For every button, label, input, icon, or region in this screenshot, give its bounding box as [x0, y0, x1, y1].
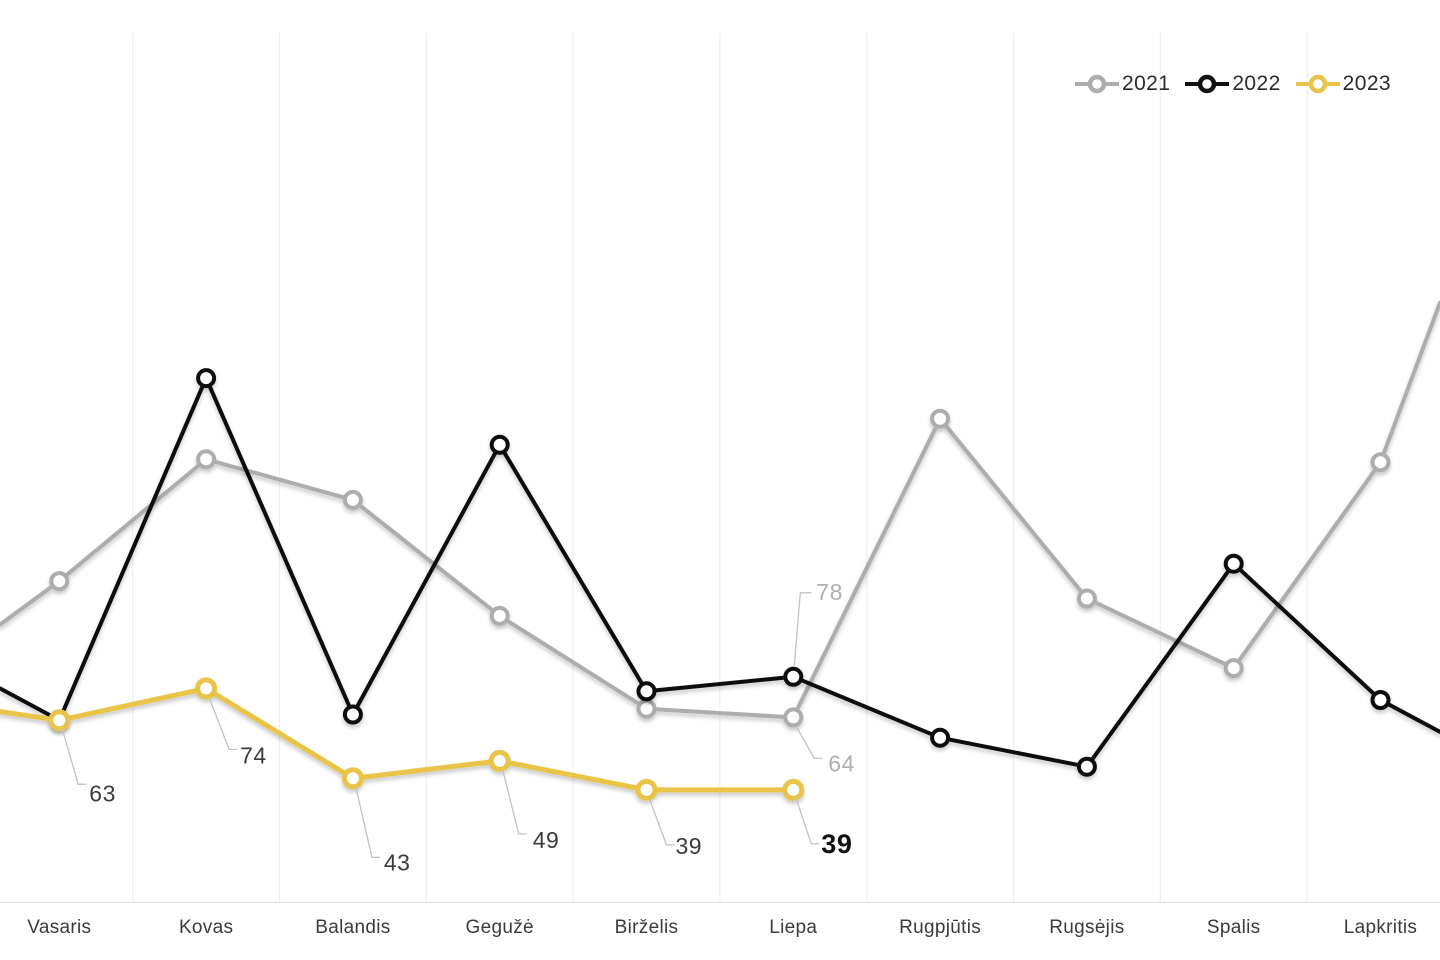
point-label-2023-kovas: 74	[208, 697, 267, 768]
point-label-leader	[355, 787, 380, 858]
legend-label-2021: 2021	[1122, 72, 1171, 95]
legend-item-2023[interactable]: 2023	[1295, 72, 1391, 96]
series-2023-marker-liepa[interactable]	[782, 778, 805, 801]
series-2023-marker-kovas[interactable]	[195, 677, 218, 700]
point-label-leader	[795, 726, 823, 760]
x-axis-label-birzelis: Birželis	[615, 917, 679, 938]
legend-marker-2022-icon	[1185, 74, 1230, 94]
series-2021-marker-birzelis[interactable]	[636, 698, 657, 719]
x-axis-label-vasaris: Vasaris	[27, 917, 91, 938]
x-axis-label-lapkritis: Lapkritis	[1344, 917, 1417, 938]
series-2021-marker-spalis[interactable]	[1223, 658, 1244, 679]
legend-marker-2021-icon	[1075, 74, 1120, 94]
x-axis-label-balandis: Balandis	[315, 917, 390, 938]
x-axis-label-rugsejis: Rugsėjis	[1049, 917, 1124, 938]
point-label-2023-birzelis: 39	[648, 798, 703, 859]
point-label-value: 64	[828, 750, 855, 776]
series-2021-marker-kovas[interactable]	[196, 449, 217, 470]
x-axis-label-geguze: Gegužė	[466, 917, 534, 938]
series-2022-line	[0, 376, 1440, 769]
point-label-leader	[502, 769, 527, 835]
legend-item-2021[interactable]: 2021	[1074, 72, 1170, 96]
x-axis-label-rugpjutis: Rugpjūtis	[899, 917, 981, 938]
point-label-2023-balandis: 43	[355, 787, 411, 875]
series-2022-marker-lapkritis[interactable]	[1370, 690, 1391, 710]
legend-marker-2023-icon	[1295, 74, 1340, 94]
legend-item-2022[interactable]: 2022	[1184, 72, 1280, 96]
series-2022-marker-spalis[interactable]	[1223, 553, 1244, 574]
point-label-leader	[648, 798, 675, 846]
series-2023-line	[0, 685, 796, 793]
series-2022-marker-liepa[interactable]	[783, 666, 804, 687]
series-2022-marker-geguze[interactable]	[489, 434, 510, 455]
series-2022-marker-rugsejis[interactable]	[1076, 756, 1097, 777]
point-label-2023-geguze: 49	[502, 769, 560, 853]
point-label-value: 78	[816, 579, 843, 605]
point-label-value: 49	[533, 827, 560, 853]
point-label-2021-liepa: 64	[795, 726, 855, 776]
series-2023	[0, 677, 805, 801]
series-2021-marker-rugpjutis[interactable]	[930, 408, 951, 429]
series-2023-marker-vasaris[interactable]	[48, 709, 71, 732]
series-2022-marker-balandis[interactable]	[342, 704, 363, 725]
series-2021-marker-balandis[interactable]	[342, 489, 363, 510]
point-label-2023-vasaris: 63	[61, 729, 116, 806]
series-2021-marker-lapkritis[interactable]	[1370, 452, 1391, 473]
point-label-value: 63	[89, 780, 116, 806]
chart-legend: 2021 2022 2023	[1074, 72, 1391, 96]
point-label-leader	[61, 729, 87, 785]
point-label-value: 43	[384, 849, 411, 875]
point-label-value: 39	[821, 829, 852, 859]
point-label-value: 39	[676, 833, 703, 859]
legend-label-2022: 2022	[1232, 72, 1281, 95]
series-2021-line	[0, 300, 1440, 720]
series-2021	[0, 300, 1440, 728]
point-label-2022-liepa: 78	[793, 579, 843, 666]
point-label-leader	[208, 697, 238, 751]
series-2023-marker-geguze[interactable]	[488, 749, 511, 772]
series-2021-marker-liepa[interactable]	[783, 707, 804, 728]
point-label-leader	[793, 592, 812, 666]
series-2021-marker-rugsejis[interactable]	[1076, 588, 1097, 609]
point-label-2023-liepa: 39	[795, 798, 852, 859]
point-label-leader	[795, 798, 820, 845]
series-2022-marker-kovas[interactable]	[196, 368, 217, 389]
x-axis-label-kovas: Kovas	[179, 917, 233, 938]
series-2022-marker-rugpjutis[interactable]	[930, 727, 951, 748]
series-2021-marker-geguze[interactable]	[489, 605, 510, 626]
series-2023-marker-balandis[interactable]	[341, 767, 364, 790]
legend-label-2023: 2023	[1342, 72, 1391, 95]
x-axis-label-spalis: Spalis	[1207, 917, 1261, 938]
x-axis-label-liepa: Liepa	[769, 917, 817, 938]
series-2022-marker-birzelis[interactable]	[636, 681, 657, 702]
series-2023-marker-birzelis[interactable]	[635, 778, 658, 801]
series-2021-marker-vasaris[interactable]	[49, 571, 70, 592]
point-label-value: 74	[240, 742, 267, 768]
